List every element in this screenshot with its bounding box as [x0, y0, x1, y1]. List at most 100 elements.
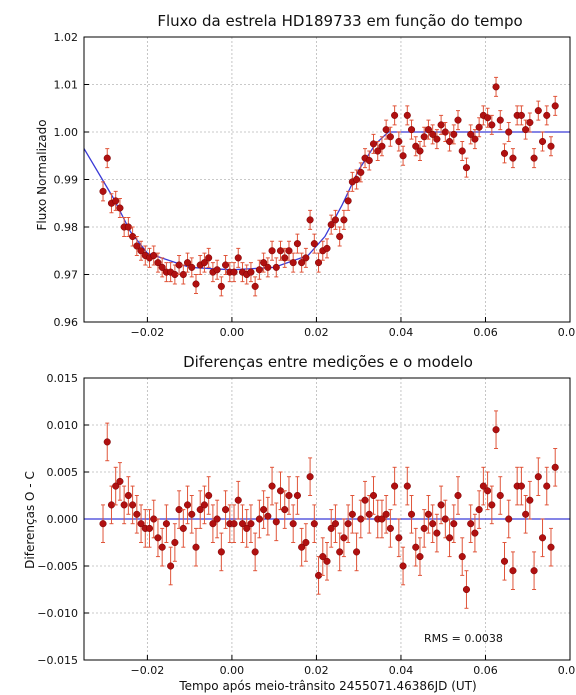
residual-point-40 [268, 482, 276, 490]
flux-point-43 [281, 254, 289, 262]
residual-point-77 [424, 510, 432, 518]
residual-point-19 [179, 524, 187, 532]
flux-point-38 [260, 259, 268, 267]
residual-point-23 [196, 506, 204, 514]
residual-point-88 [471, 529, 479, 537]
flux-point-51 [314, 259, 323, 267]
residual-y-tick-label-3: 0.000 [47, 513, 79, 526]
flux-point-96 [505, 128, 513, 136]
residual-point-44 [285, 491, 293, 500]
residual-y-tick-label-4: 0.005 [47, 466, 79, 479]
flux-point-29 [222, 261, 230, 269]
residual-x-tick-label-0: −0.02 [131, 664, 165, 677]
flux-point-77 [424, 126, 432, 134]
residual-point-11 [145, 524, 154, 532]
flux-y-tick-label-0: 0.96 [54, 316, 79, 329]
flux-point-71 [399, 152, 407, 160]
residual-point-17 [171, 538, 179, 547]
residual-point-20 [183, 501, 192, 509]
residual-x-tick-label-1: 0.00 [220, 664, 245, 677]
residual-point-92 [488, 501, 496, 509]
flux-y-tick-label-5: 1.01 [54, 79, 79, 92]
residual-point-83 [450, 520, 458, 528]
flux-point-74 [412, 142, 420, 150]
flux-point-69 [391, 111, 399, 119]
residual-x-tick-label-4: 0.06 [473, 664, 498, 677]
flux-point-65 [374, 147, 382, 155]
residual-point-93 [492, 426, 500, 434]
flux-chart-title: Fluxo da estrela HD189733 em função do t… [157, 12, 522, 30]
flux-point-63 [365, 156, 373, 165]
residual-point-21 [188, 510, 196, 518]
flux-x-tick-label-1: 0.00 [220, 326, 245, 339]
flux-x-tick-label-0: −0.02 [131, 326, 165, 339]
residual-point-53 [323, 557, 331, 565]
flux-point-14 [158, 263, 166, 271]
flux-point-12 [150, 251, 158, 260]
residual-point-99 [517, 482, 525, 490]
flux-point-41 [272, 263, 280, 271]
flux-point-32 [234, 254, 242, 262]
residual-point-66 [378, 515, 386, 523]
flux-point-107 [551, 102, 559, 110]
residual-point-37 [255, 515, 263, 523]
flux-point-0 [99, 187, 107, 195]
flux-point-36 [251, 282, 259, 290]
flux-point-50 [310, 240, 318, 248]
flux-point-1 [103, 154, 111, 162]
residuals-chart-points [99, 410, 559, 609]
residual-point-58 [344, 520, 352, 528]
flux-point-85 [458, 147, 466, 155]
residual-point-62 [361, 496, 369, 504]
flux-point-86 [462, 164, 471, 172]
flux-x-tick-label-3: 0.04 [389, 326, 414, 339]
residual-point-106 [547, 543, 555, 551]
residual-x-tick-label-3: 0.04 [389, 664, 414, 677]
residual-point-95 [500, 557, 509, 565]
residual-point-26 [209, 520, 217, 528]
flux-point-9 [137, 247, 145, 255]
residual-point-7 [129, 501, 137, 509]
flux-point-94 [496, 116, 504, 124]
residual-point-16 [167, 562, 175, 570]
flux-point-78 [429, 130, 437, 138]
flux-point-48 [302, 254, 310, 262]
flux-point-67 [382, 126, 390, 134]
flux-chart: Fluxo da estrela HD189733 em função do t… [35, 12, 576, 339]
residual-point-6 [124, 491, 132, 500]
flux-point-8 [133, 242, 141, 250]
flux-point-105 [543, 111, 551, 119]
residual-point-104 [538, 534, 547, 542]
flux-chart-y-label: Fluxo Normalizado [35, 119, 49, 230]
flux-point-37 [255, 266, 263, 274]
residual-point-48 [302, 538, 310, 547]
residual-point-52 [319, 553, 327, 561]
flux-point-66 [378, 142, 386, 150]
flux-x-tick-label-2: 0.02 [304, 326, 329, 339]
residual-point-70 [395, 534, 403, 542]
residual-point-94 [496, 491, 504, 500]
residuals-chart-frame [83, 377, 571, 661]
residual-point-39 [264, 512, 272, 520]
flux-point-80 [437, 121, 445, 129]
flux-chart-frame [83, 36, 571, 323]
flux-y-tick-label-3: 0.99 [54, 174, 79, 187]
residual-point-25 [205, 491, 213, 500]
residual-point-96 [505, 515, 513, 523]
residual-point-67 [382, 510, 390, 518]
residual-point-31 [230, 520, 238, 528]
residual-point-57 [340, 534, 348, 542]
residual-point-56 [336, 548, 344, 556]
flux-point-64 [369, 140, 378, 148]
flux-point-57 [340, 216, 348, 224]
flux-point-56 [336, 232, 344, 241]
flux-point-39 [264, 263, 272, 271]
flux-point-99 [517, 111, 525, 119]
flux-point-106 [547, 142, 555, 150]
residual-point-89 [475, 506, 483, 514]
flux-point-53 [323, 244, 331, 252]
flux-point-68 [386, 133, 394, 141]
flux-point-82 [446, 137, 454, 146]
residual-point-59 [348, 510, 356, 518]
